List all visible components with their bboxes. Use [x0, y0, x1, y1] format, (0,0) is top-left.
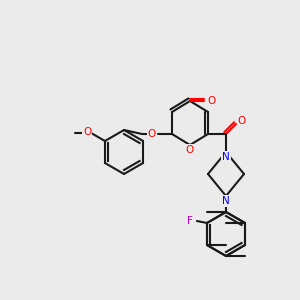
- Text: F: F: [187, 216, 193, 226]
- Text: O: O: [238, 116, 246, 126]
- Text: N: N: [222, 152, 230, 162]
- Text: O: O: [148, 129, 156, 139]
- Text: N: N: [222, 196, 230, 206]
- Text: O: O: [186, 145, 194, 155]
- Text: O: O: [83, 127, 91, 137]
- Text: O: O: [207, 96, 215, 106]
